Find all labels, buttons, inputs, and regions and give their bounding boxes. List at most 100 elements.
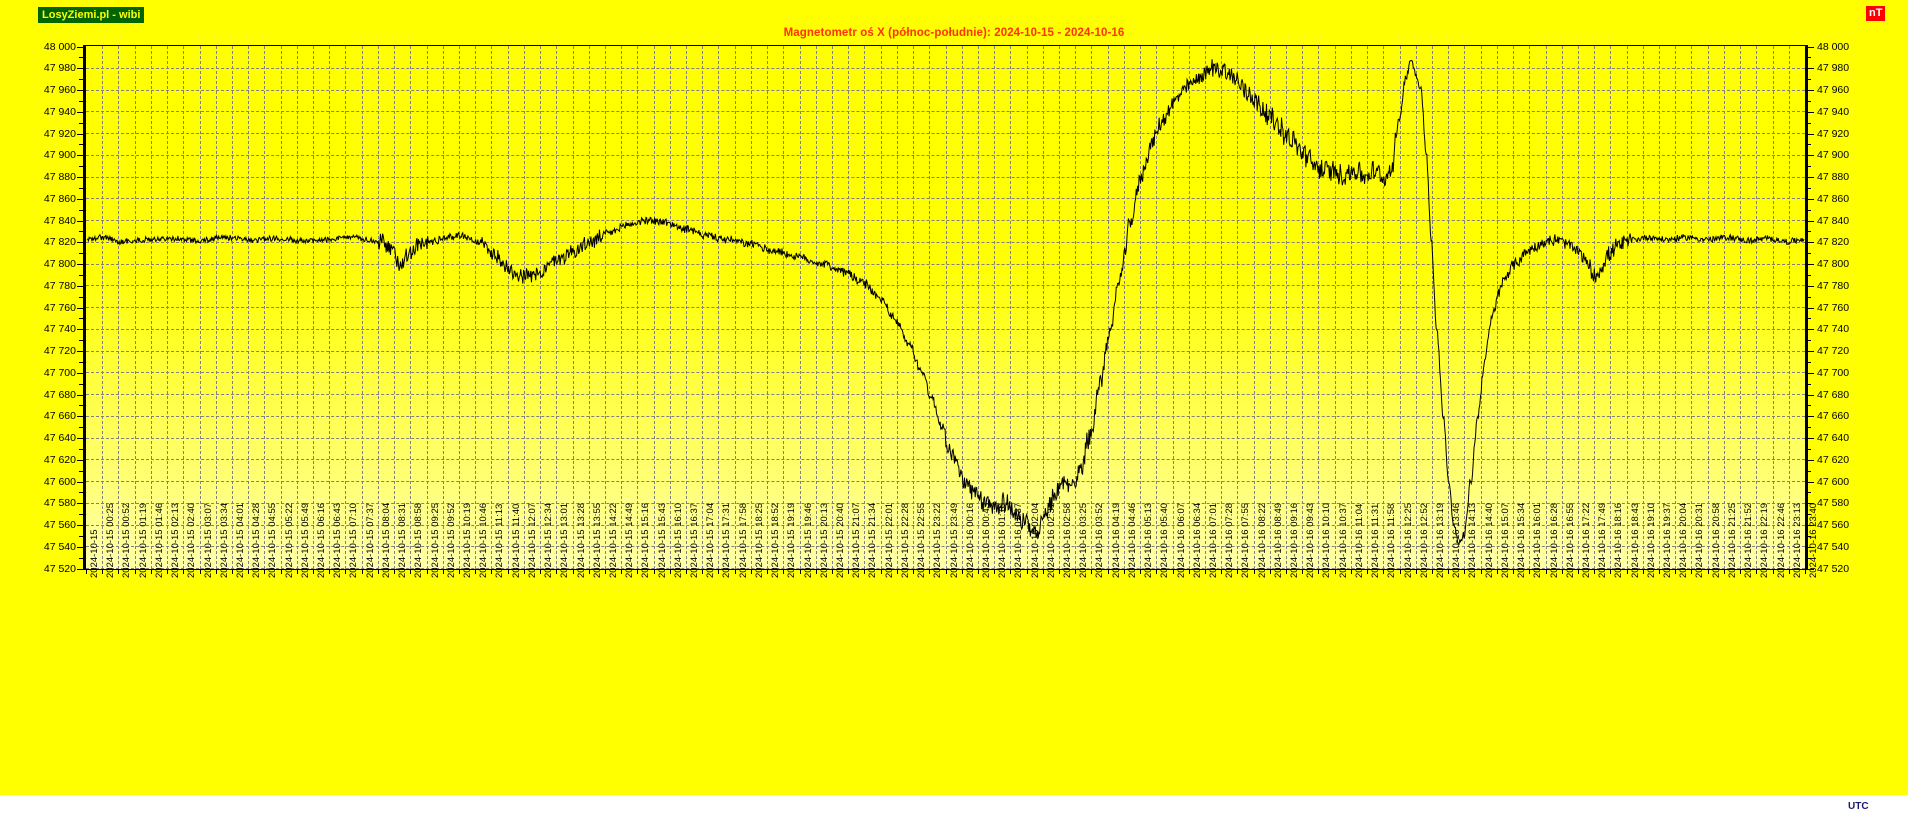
y-axis-minor-tick [1806,296,1811,298]
v-gridline [1253,46,1255,569]
v-gridline [767,46,769,569]
y-axis-tick [77,307,84,309]
x-axis-label: 2024-10-16 13:46 [1451,502,1463,578]
v-gridline [410,46,412,569]
x-axis-tick [621,569,623,574]
x-axis-tick [1642,569,1644,574]
y-axis-tick [1806,242,1814,244]
x-axis-tick [507,569,509,574]
x-axis-tick [134,569,136,574]
y-axis-tick [77,177,84,178]
v-gridline [977,46,979,569]
x-axis-tick [1318,569,1320,574]
v-gridline [1188,46,1190,569]
y-axis-label: 47 820 [1817,236,1850,249]
x-axis-label: 2024-10-16 02:58 [1062,502,1074,578]
x-axis-tick [880,569,882,574]
x-axis-tick [1740,569,1742,574]
v-gridline [540,46,542,569]
x-axis-label: 2024-10-15 00:25 [105,502,117,578]
v-gridline [280,46,282,569]
x-axis-tick [1010,569,1012,574]
v-gridline [669,46,671,569]
x-axis-tick [345,569,347,574]
y-axis-label: 47 540 [1817,540,1850,553]
x-axis-label: 2024-10-15 08:31 [397,502,409,578]
x-axis-label: 2024-10-16 20:31 [1694,502,1706,578]
v-gridline [1010,46,1012,569]
y-axis-minor-tick [79,122,84,124]
x-axis-tick [118,569,120,574]
x-axis-tick [783,569,785,574]
y-axis-label: 47 860 [43,192,76,205]
x-axis-label: 2024-10-16 17:49 [1597,502,1609,578]
v-gridline [783,46,785,569]
x-axis-tick [1772,569,1774,574]
y-axis-label: 47 900 [43,149,76,162]
v-gridline [313,46,315,569]
x-axis-label: 2024-10-15 20:13 [818,502,830,578]
v-gridline [296,46,298,569]
x-axis-tick [1367,569,1369,574]
v-gridline [1107,46,1109,569]
v-gridline [1659,46,1661,569]
v-gridline [1367,46,1369,569]
x-axis-tick [799,569,801,574]
x-axis-tick [1659,569,1661,574]
y-axis-label: 48 000 [1817,40,1850,53]
y-axis-tick [1806,481,1814,483]
x-axis-label: 2024-10-16 15:07 [1499,502,1511,578]
x-axis-tick [1204,569,1206,574]
x-axis-label: 2024-10-16 08:22 [1256,502,1268,578]
y-axis-minor-tick [1806,187,1811,189]
x-axis-label: 2024-10-16 13:19 [1435,502,1446,578]
v-gridline [1561,46,1563,569]
v-gridline [864,46,866,569]
x-axis-tick [102,569,104,574]
x-axis-tick [1691,569,1693,574]
x-axis-tick [296,569,298,574]
x-axis-label: 2024-10-15 12:07 [526,502,538,578]
v-gridline [1432,46,1433,569]
x-axis-tick [686,569,688,574]
y-axis-tick [77,329,84,331]
trace-path [86,59,1805,546]
x-axis-tick [394,569,396,574]
v-gridline [523,46,525,569]
y-axis-tick [77,285,84,287]
brand-badge[interactable]: LosyZiemi.pl - wibi [38,7,145,23]
y-axis-tick [77,481,84,483]
v-gridline [442,46,444,569]
x-axis-tick [1464,569,1466,574]
v-gridline [507,46,509,569]
y-axis-tick [77,568,84,570]
y-axis-minor-tick [79,383,84,385]
x-axis-tick [1026,569,1028,574]
x-axis-tick [86,569,87,574]
x-axis-label: 2024-10-16 09:16 [1289,502,1301,578]
y-axis-minor-tick [79,340,84,342]
y-axis-tick [77,459,84,461]
v-gridline [945,46,947,569]
x-axis-label: 2024-10-15 11:40 [510,503,522,578]
y-axis-minor-tick [1806,340,1811,342]
x-axis-tick [961,569,963,574]
y-axis-minor-tick [79,557,84,559]
x-axis-tick [848,569,850,574]
y-axis-label: 47 960 [43,84,76,96]
x-axis-label: 2024-10-15 00:52 [121,502,133,578]
plot-area[interactable] [83,45,1808,570]
v-gridline [913,46,915,569]
x-axis-label: 2024-10-16 00:43 [980,502,992,578]
x-axis-tick [1075,569,1077,574]
x-axis-label: 2024-10-15 13:55 [591,502,603,578]
v-gridline [604,46,606,569]
v-gridline [426,46,428,569]
x-axis-tick [1577,569,1579,574]
y-axis-label: 47 560 [1817,519,1850,531]
x-axis-tick [913,569,915,574]
x-axis-label: 2024-10-15 20:40 [834,502,846,578]
x-axis-label: 2024-10-15 01:19 [137,502,149,578]
v-gridline [1626,46,1628,569]
x-axis-label: 2024-10-15 10:46 [478,502,490,578]
